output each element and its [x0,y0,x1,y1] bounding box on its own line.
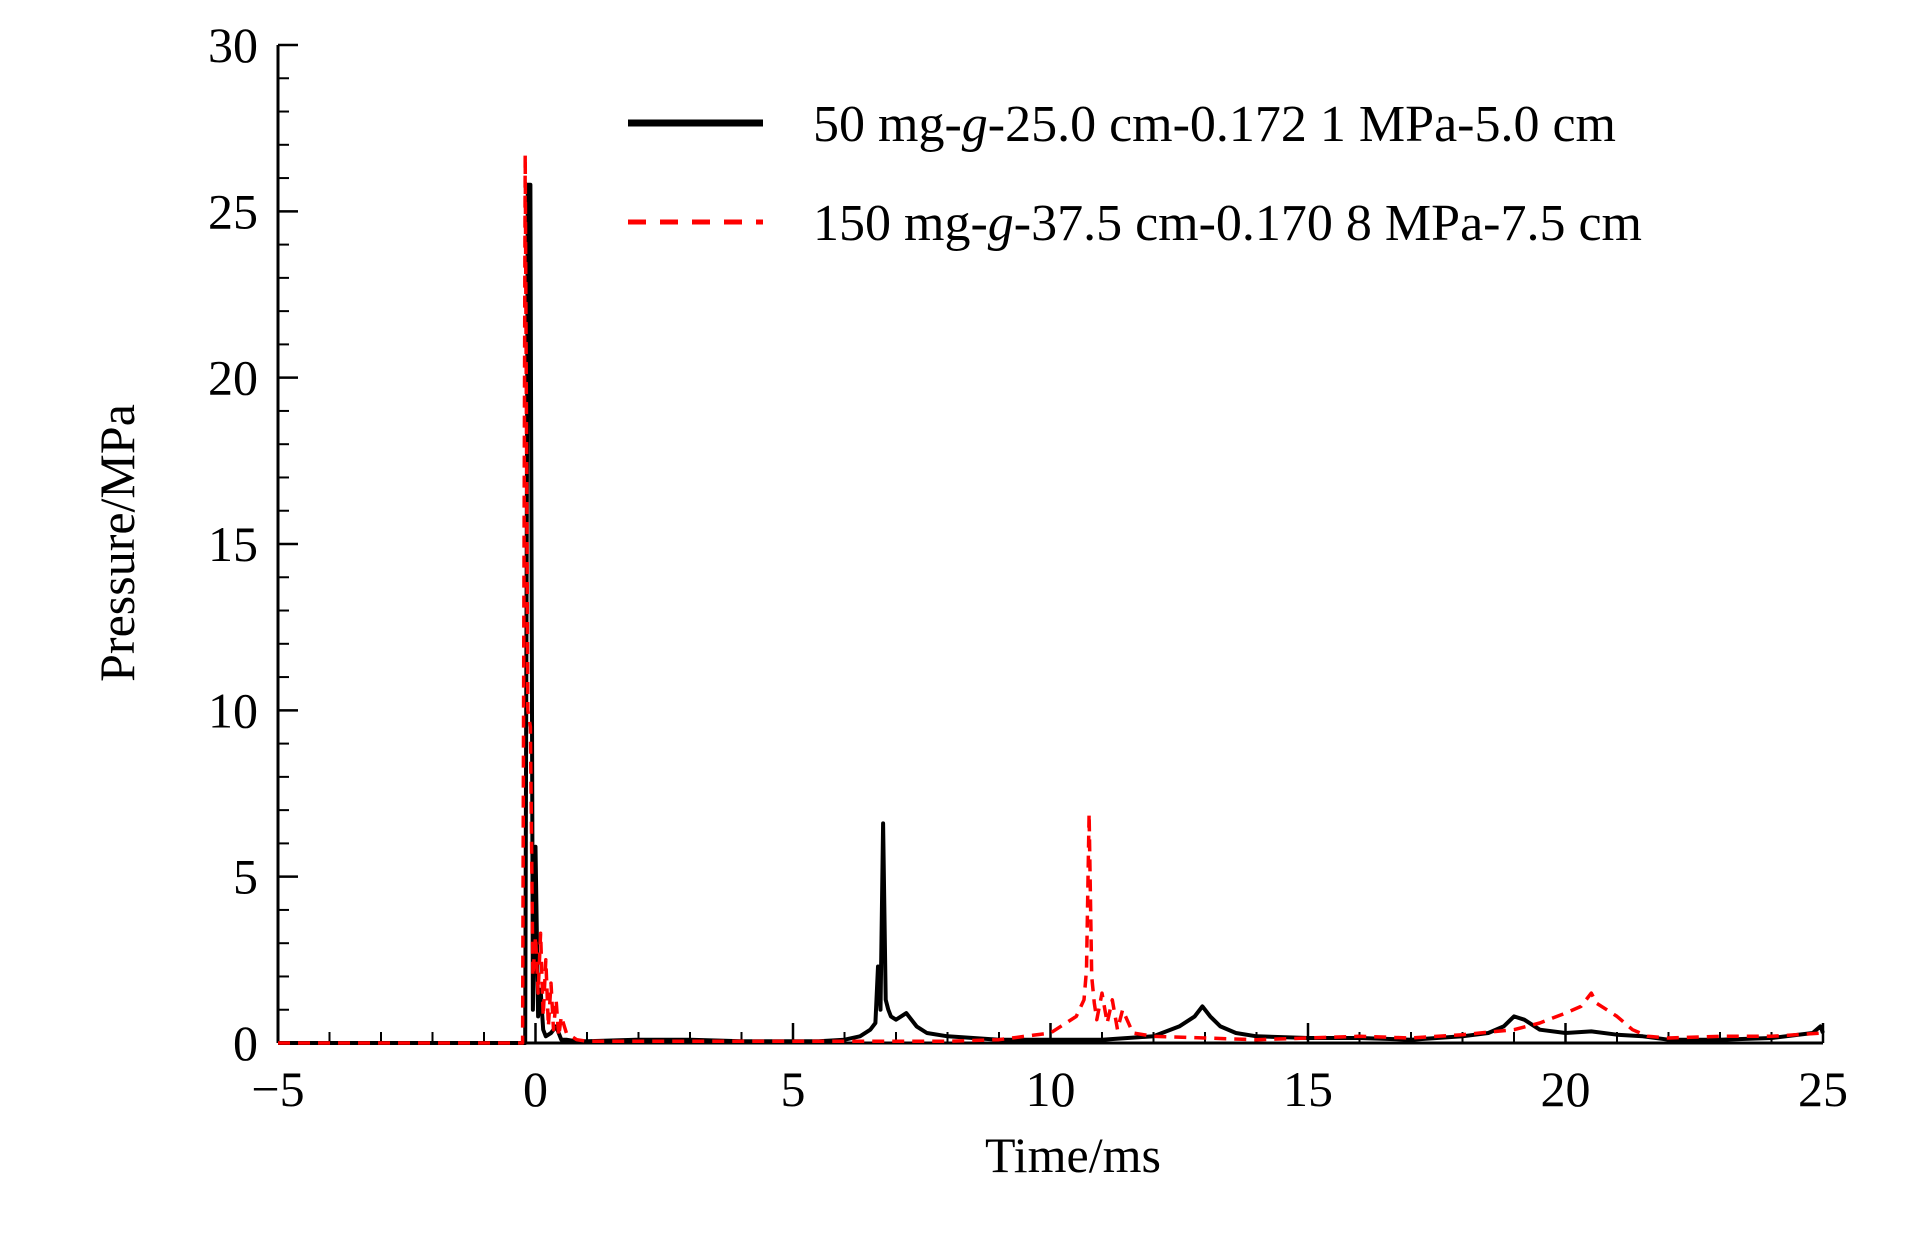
y-tick-label: 15 [208,516,258,572]
y-axis-label: Pressure/MPa [89,404,145,682]
series-layer [278,153,1825,1045]
series-line-1 [278,182,1825,1045]
x-tick-label: −5 [251,1061,304,1117]
y-tick-label: 20 [208,350,258,406]
series-line-2 [278,153,1824,1045]
y-axis: 0 5 10 15 20 25 30 [208,17,298,1071]
x-axis: −5 0 5 10 15 20 25 [251,1023,1848,1117]
y-tick-label: 25 [208,183,258,239]
x-tick-label: 10 [1026,1061,1076,1117]
x-tick-label: 0 [523,1061,548,1117]
x-tick-label: 25 [1798,1061,1848,1117]
legend-label-2: 150 mg-g-37.5 cm-0.170 8 MPa-7.5 cm [813,195,1642,252]
x-tick-label: 5 [781,1061,806,1117]
y-tick-label: 10 [208,682,258,738]
x-tick-label: 15 [1283,1061,1333,1117]
y-tick-label: 5 [233,849,258,905]
x-tick-label: 20 [1541,1061,1591,1117]
legend-label-1: 50 mg-g-25.0 cm-0.172 1 MPa-5.0 cm [813,96,1616,153]
legend: 50 mg-g-25.0 cm-0.172 1 MPa-5.0 cm 150 mg… [628,96,1642,252]
y-tick-label: 30 [208,17,258,73]
y-tick-label: 0 [233,1015,258,1071]
x-axis-label: Time/ms [985,1127,1161,1183]
